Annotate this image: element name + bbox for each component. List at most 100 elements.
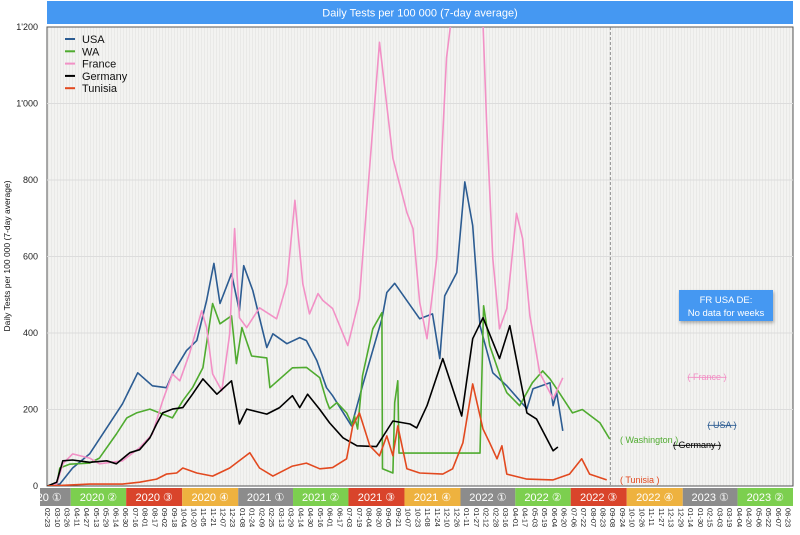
quarter-band: [682, 488, 738, 506]
quarter-band: [570, 488, 627, 506]
quarter-label: 2022 ①: [469, 492, 507, 504]
series-line-tunisia: [47, 383, 607, 486]
x-tick-label: 09-08: [608, 508, 617, 527]
x-tick-label: 12-07: [219, 508, 228, 527]
quarter-band: [515, 488, 571, 506]
legend-label: France: [82, 59, 116, 71]
quarter-label: 2021 ③: [358, 492, 396, 504]
y-tick-label: 1'200: [16, 22, 38, 32]
x-tick-label: 07-06: [569, 508, 578, 527]
quarter-band: [238, 488, 294, 506]
x-tick-label: 02-09: [258, 508, 267, 527]
x-tick-label: 10-26: [638, 508, 647, 527]
quarter-label: 2022 ④: [636, 492, 674, 504]
x-tick-label: 04-20: [745, 508, 754, 527]
quarter-label: 2023 ②: [747, 492, 785, 504]
quarter-label: 2021 ①: [247, 492, 285, 504]
x-tick-label: 03-10: [53, 508, 62, 527]
x-tick-label: 04-04: [735, 508, 744, 527]
x-tick-label: 11-08: [423, 508, 432, 527]
quarter-bands: 2020 ① 2020 ② 2020 ③ 2020 ④ 2021 ① 2021 ② 2021…: [40, 488, 793, 506]
quarter-band: [40, 488, 71, 506]
x-tick-label: 06-17: [335, 508, 344, 527]
x-tick-label: 02-28: [491, 508, 500, 527]
x-tick-label: 04-17: [521, 508, 530, 527]
quarter-label: 2021 ④: [414, 492, 452, 504]
quarter-label: 2022 ③: [580, 492, 618, 504]
quarter-band: [182, 488, 239, 506]
x-tick-label: 11-05: [199, 508, 208, 527]
x-tick-label: 05-22: [764, 508, 773, 527]
x-tick-label: 01-14: [686, 508, 695, 527]
x-tick-label: 02-25: [267, 508, 276, 527]
x-tick-label: 05-06: [754, 508, 763, 527]
x-tick-label: 06-07: [774, 508, 783, 527]
end-labels: ( USA ) ( Washington ) ( France ) ( Germany…: [620, 372, 737, 485]
x-tick-label: 12-29: [676, 508, 685, 527]
y-tick-label: 800: [23, 175, 38, 185]
x-tick-label: 05-29: [102, 508, 111, 527]
x-tick-label: 11-11: [647, 508, 656, 526]
legend-label: Tunisia: [82, 83, 118, 95]
quarter-label: 2020 ④: [192, 492, 230, 504]
x-tick-label: 02-12: [482, 508, 491, 527]
x-tick-label: 11-24: [433, 508, 442, 527]
x-tick-label: 07-22: [579, 508, 588, 527]
x-tick-label: 03-26: [63, 508, 72, 527]
x-tick-label: 10-23: [413, 508, 422, 527]
x-tick-label: 04-30: [306, 508, 315, 527]
y-tick-label: 1'000: [16, 99, 38, 109]
x-tick-label: 06-23: [784, 508, 793, 527]
x-tick-label: 04-01: [511, 508, 520, 527]
x-tick-label: 06-14: [111, 508, 120, 527]
x-tick-label: 07-19: [355, 508, 364, 527]
end-label-germany: ( Germany ): [673, 440, 721, 450]
x-tick-label: 09-24: [618, 508, 627, 527]
y-tick-label: 600: [23, 252, 38, 262]
title-bar: [47, 1, 793, 24]
end-label-tunisia: ( Tunisia ): [620, 475, 660, 485]
quarter-band: [348, 488, 405, 506]
quarter-label: 2022 ②: [524, 492, 562, 504]
legend-label: WA: [82, 46, 100, 58]
x-tick-label: 09-05: [384, 508, 393, 527]
x-tick-label: 06-01: [326, 508, 335, 527]
x-tick-label: 10-10: [628, 508, 637, 527]
no-data-annotation: [679, 290, 773, 321]
x-tick-label: 01-27: [472, 508, 481, 527]
x-tick-label: 06-20: [560, 508, 569, 527]
series-line-wa: [47, 302, 611, 486]
end-label-wa: ( Washington ): [620, 435, 678, 445]
x-tick-label: 09-18: [170, 508, 179, 527]
quarter-band: [737, 488, 793, 506]
series-line-germany: [47, 316, 559, 486]
quarter-label: 2020 ③: [135, 492, 173, 504]
quarter-label: 2020 ②: [80, 492, 118, 504]
chart-title: Daily Tests per 100 000 (7-day average): [322, 8, 517, 20]
quarter-band: [293, 488, 349, 506]
y-tick-label: 200: [23, 405, 38, 415]
legend-label: Germany: [82, 71, 128, 83]
x-tick-label: 07-03: [345, 508, 354, 527]
x-tick-label: 01-08: [238, 508, 247, 527]
series-lines: [47, 27, 611, 486]
y-tick-label: 0: [33, 481, 38, 491]
x-tick-label: 10-04: [180, 508, 189, 527]
x-tick-label: 08-01: [141, 508, 150, 527]
y-axis-ticks: 0 200 400 600 800 1'000 1'200: [16, 22, 38, 491]
x-tick-label: 04-14: [296, 508, 305, 527]
x-tick-label: 03-29: [287, 508, 296, 527]
x-tick-label: 12-13: [667, 508, 676, 527]
x-tick-label: 02-15: [706, 508, 715, 527]
annotation-line-2: No data for weeks: [688, 308, 765, 319]
x-tick-label: 05-03: [530, 508, 539, 527]
quarter-label: 2023 ①: [691, 492, 729, 504]
x-tick-label: 08-04: [365, 508, 374, 527]
x-tick-label: 06-04: [550, 508, 559, 527]
end-label-france: ( France ): [687, 372, 726, 382]
y-tick-label: 400: [23, 328, 38, 338]
x-tick-label: 02-23: [43, 508, 52, 527]
quarter-band: [126, 488, 183, 506]
